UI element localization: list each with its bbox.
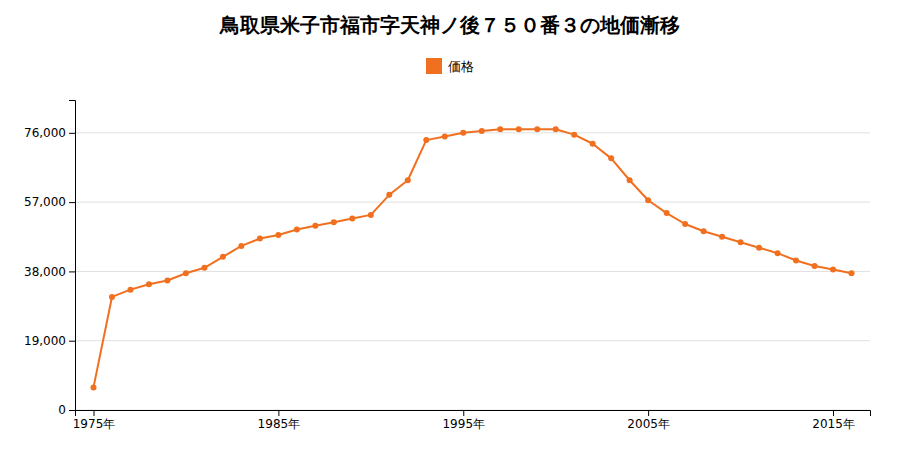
tick: 2015年 [812, 410, 855, 431]
marker [257, 236, 263, 242]
marker [664, 210, 670, 216]
tick-label: 0 [58, 403, 66, 417]
title: 鳥取県米子市福市字天神ノ後７５０番３の地価漸移 [219, 13, 680, 37]
marker [294, 226, 300, 232]
marker [183, 270, 189, 276]
tick: 1985年 [258, 410, 301, 431]
marker [738, 239, 744, 245]
legend: 価格 [426, 58, 474, 74]
marker [590, 141, 596, 147]
marks [90, 126, 854, 390]
marker [719, 234, 725, 240]
marker [220, 254, 226, 260]
plot: 1975年 1985年 1995年 2005年 2015年 0 19,000 38,000 57… [24, 101, 871, 431]
tick-label: 19,000 [24, 334, 66, 348]
marker [331, 219, 337, 225]
tick-label: 57,000 [24, 195, 66, 209]
tick: 76,000 [24, 126, 75, 140]
tick-mark [648, 410, 649, 416]
tick-mark [278, 410, 279, 416]
marker [756, 245, 762, 251]
marker [442, 133, 448, 139]
marker [460, 130, 466, 136]
tick-mark [69, 271, 75, 272]
marker [571, 132, 577, 138]
chart: 鳥取県米子市福市字天神ノ後７５０番３の地価漸移 1975年 1985年 1995年 20… [0, 0, 900, 450]
marker [516, 126, 522, 132]
marker [793, 257, 799, 263]
tick-label: 1975年 [73, 417, 116, 431]
marker [534, 126, 540, 132]
grid-line [75, 202, 870, 203]
marker [386, 192, 392, 198]
marker [775, 250, 781, 256]
marker [645, 197, 651, 203]
tick-mark [69, 202, 75, 203]
marker [238, 243, 244, 249]
tick: 2005年 [627, 410, 670, 431]
marker [812, 263, 818, 269]
marker [275, 232, 281, 238]
tick-mark [93, 410, 94, 416]
legend-label: 価格 [448, 59, 474, 74]
tick: 57,000 [24, 195, 75, 209]
marker [201, 265, 207, 271]
tick-label: 38,000 [24, 265, 66, 279]
tick: 1995年 [442, 410, 485, 431]
marker [90, 384, 96, 390]
marker [627, 177, 633, 183]
tick: 38,000 [24, 265, 75, 279]
marker [682, 221, 688, 227]
tick-label: 2005年 [627, 417, 670, 431]
tick-mark [833, 410, 834, 416]
marker [127, 287, 133, 293]
grid-line [75, 340, 870, 341]
marker [553, 126, 559, 132]
legend-item: 価格 [426, 58, 474, 74]
tick-mark [69, 410, 75, 411]
tick-label: 1995年 [442, 417, 485, 431]
tick-mark [69, 133, 75, 134]
tick: 0 [58, 403, 75, 417]
line [93, 129, 851, 387]
marker [164, 278, 170, 284]
tick-mark [69, 341, 75, 342]
marker [497, 126, 503, 132]
tick-mark [463, 410, 464, 416]
marker [701, 228, 707, 234]
tick-label: 76,000 [24, 126, 66, 140]
marker [608, 155, 614, 161]
y-axis: 0 19,000 38,000 57,000 76,000 [24, 101, 76, 418]
marker [349, 216, 355, 222]
axis-line [69, 101, 76, 411]
marker [849, 270, 855, 276]
marker [423, 137, 429, 143]
x-axis: 1975年 1985年 1995年 2005年 2015年 [73, 410, 871, 431]
marker [405, 177, 411, 183]
marker [830, 267, 836, 273]
tick: 1975年 [73, 410, 116, 431]
marker [146, 281, 152, 287]
tick: 19,000 [24, 334, 75, 348]
marker [109, 294, 115, 300]
tick-label: 2015年 [812, 417, 855, 431]
tick-label: 1985年 [258, 417, 301, 431]
legend-swatch [426, 58, 442, 74]
marker [479, 128, 485, 134]
axis-line [76, 411, 871, 417]
marker [368, 212, 374, 218]
marker [312, 223, 318, 229]
